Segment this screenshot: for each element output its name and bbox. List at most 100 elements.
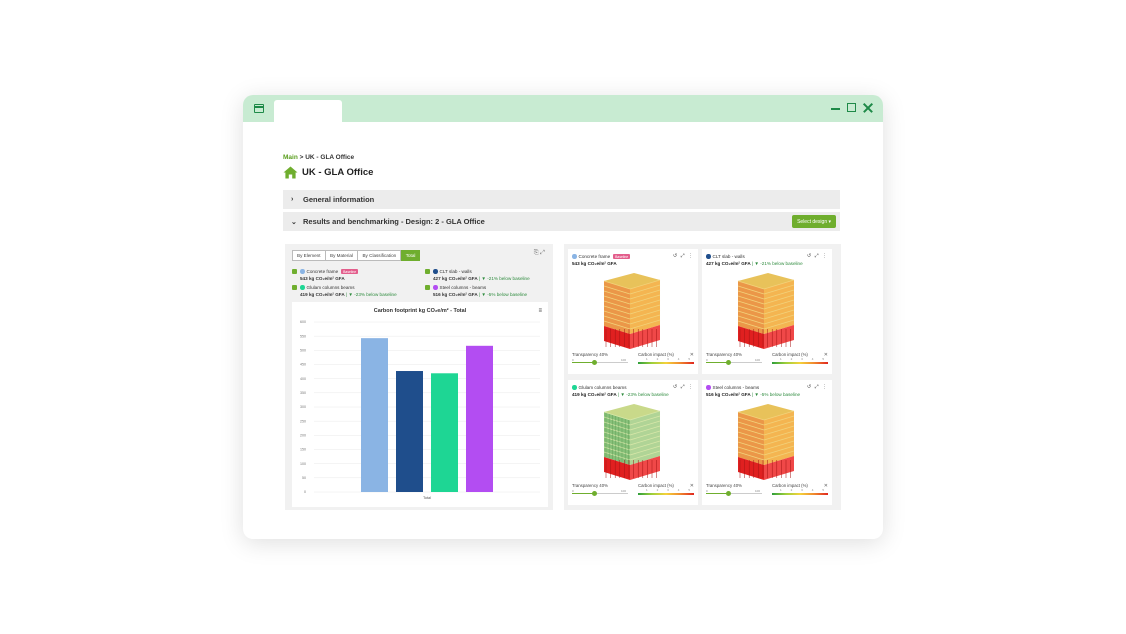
legend-value: 516 kg CO₂e/m² GFA [433,292,478,297]
impact-tick: 3 [667,488,669,492]
card-toolbar-icons[interactable]: ↺ ⤢ ⋮ [673,384,694,390]
impact-tick: 1 [646,357,648,361]
model-value-text: 516 kg CO₂e/m² GFA [706,392,751,397]
close-icon[interactable]: ✕ [689,352,694,358]
minimize-icon[interactable] [830,102,842,114]
impact-tick: 1 [646,488,648,492]
carbon-impact-scale [772,493,828,495]
impact-tick: 1 [780,357,782,361]
transparency-slider[interactable] [706,360,762,366]
transparency-slider[interactable] [572,491,628,497]
slider-handle[interactable] [725,360,731,366]
legend-item[interactable]: Steel columns - beams 516 kg CO₂e/m² GFA … [425,285,527,297]
legend-item[interactable]: CLT slab - walls 427 kg CO₂e/m² GFA | ▼ -… [425,269,530,281]
impact-tick: 1 [780,488,782,492]
card-toolbar-icons[interactable]: ↺ ⤢ ⋮ [807,384,828,390]
transparency-label: Transparency 40% [706,483,742,488]
bar[interactable] [361,338,388,492]
section-general-information[interactable]: › General information [283,190,840,209]
model-card: CLT slab - walls 427 kg CO₂e/m² GFA | ▼ -… [702,249,832,374]
legend-label: Steel columns - beams [439,285,487,290]
model-delta: | ▼ -21% below baseline [750,261,803,266]
tab-total[interactable]: Total [400,250,421,261]
series-color-dot [706,385,711,390]
y-tick-label: 150 [300,448,306,452]
close-icon[interactable]: ✕ [823,352,828,358]
y-tick-label: 300 [300,405,306,409]
bar[interactable] [466,345,493,492]
slider-min-label: 0 [706,489,708,493]
checkbox[interactable] [292,285,297,290]
model-value-text: 427 kg CO₂e/m² GFA [706,261,751,266]
model-card: Steel columns - beams 516 kg CO₂e/m² GFA … [702,380,832,505]
carbon-impact-label: Carbon impact (%) [772,483,808,488]
select-design-button[interactable]: Select design ▾ [792,215,836,228]
page-title: UK - GLA Office [283,166,373,179]
building-model-3d[interactable] [730,269,800,349]
close-icon[interactable]: ✕ [823,483,828,489]
maximize-icon[interactable] [846,102,858,114]
building-model-3d[interactable] [596,269,666,349]
browser-tab[interactable] [274,100,342,122]
impact-tick: 2 [656,488,659,492]
checkbox[interactable] [292,269,297,274]
close-icon[interactable] [862,102,874,114]
checkbox[interactable] [425,285,430,290]
tab-by-classification[interactable]: By Classification [357,250,402,261]
building-model-3d[interactable] [596,400,666,480]
tab-by-element[interactable]: By Element [292,250,326,261]
carbon-impact-label: Carbon impact (%) [772,352,808,357]
section-results-benchmarking[interactable]: ⌄ Results and benchmarking - Design: 2 -… [283,212,840,231]
chart-panel: By Element By Material By Classification To… [285,244,553,510]
slider-max-label: 100 [755,489,761,493]
legend-label: CLT slab - walls [439,269,472,274]
section-general-label: General information [303,195,375,204]
model-value-text: 543 kg CO₂e/m² GFA [572,261,617,266]
model-card-header: Concrete frame Baseline [572,254,631,259]
series-color-dot [572,254,577,259]
panel-tools-icons[interactable]: ⎘ ⤢ [533,250,545,256]
model-card: Glulam columns beams 419 kg CO₂e/m² GFA |… [568,380,698,505]
legend-item[interactable]: Glulam columns beams 419 kg CO₂e/m² GFA |… [292,285,397,297]
slider-handle[interactable] [591,491,597,497]
impact-tick: 5 [688,488,690,492]
y-tick-label: 550 [300,334,306,338]
bar[interactable] [396,371,423,492]
legend-label: Glulam columns beams [306,285,355,290]
model-value: 516 kg CO₂e/m² GFA | ▼ -5% below baselin… [706,392,800,397]
slider-max-label: 100 [755,358,761,362]
impact-tick: 5 [822,357,824,361]
chart-menu-icon[interactable]: ≡ [538,308,542,314]
slider-handle[interactable] [725,491,731,497]
model-card: Concrete frame Baseline 543 kg CO₂e/m² GFA… [568,249,698,374]
model-delta: | ▼ -23% below baseline [616,392,669,397]
close-icon[interactable]: ✕ [689,483,694,489]
card-toolbar-icons[interactable]: ↺ ⤢ ⋮ [807,253,828,259]
y-tick-label: 400 [300,377,306,381]
transparency-slider[interactable] [706,491,762,497]
impact-tick: 2 [790,357,793,361]
tab-by-material[interactable]: By Material [325,250,358,261]
slider-min-label: 0 [572,358,574,362]
breadcrumb-main-link[interactable]: Main [283,154,298,161]
slider-handle[interactable] [591,360,597,366]
carbon-impact-label: Carbon impact (%) [638,352,674,357]
impact-scale-ticks: 1 2 3 4 5 [780,357,824,361]
card-toolbar-icons[interactable]: ↺ ⤢ ⋮ [673,253,694,259]
y-tick-label: 350 [300,391,306,395]
checkbox[interactable] [425,269,430,274]
transparency-label: Transparency 40% [572,483,608,488]
model-name: Concrete frame [578,254,611,259]
model-value: 543 kg CO₂e/m² GFA [572,261,617,266]
carbon-impact-label: Carbon impact (%) [638,483,674,488]
building-model-3d[interactable] [730,400,800,480]
chart-title: Carbon footprint kg CO₂e/m² - Total [373,308,467,314]
slider-max-label: 100 [621,358,627,362]
y-tick-label: 600 [300,320,306,324]
series-color-dot [433,269,438,274]
legend-value: 427 kg CO₂e/m² GFA [433,276,478,281]
legend-item[interactable]: Concrete frame Baseline 543 kg CO₂e/m² GFA [292,269,359,281]
series-color-dot [706,254,711,259]
transparency-slider[interactable] [572,360,628,366]
bar[interactable] [431,373,458,492]
